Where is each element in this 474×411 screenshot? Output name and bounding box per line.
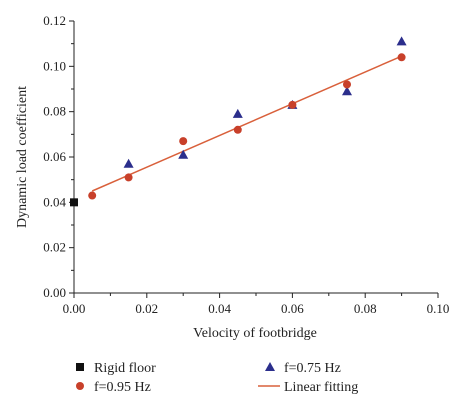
legend-swatch-triangle [265,362,275,371]
data-point-circle [233,125,242,134]
data-point-circle [88,191,97,200]
y-axis-label: Dynamic load coefficient [15,86,30,228]
data-point-circle [124,173,133,182]
x-tick-label: 0.02 [135,301,158,316]
x-tick-label: 0.04 [208,301,231,316]
y-tick-label: 0.08 [43,104,66,119]
x-tick-label: 0.08 [354,301,377,316]
legend-label: Linear fitting [284,380,358,395]
data-point-circle [397,53,406,62]
y-tick-label: 0.02 [43,240,66,255]
y-tick-label: 0.06 [43,149,66,164]
data-point-triangle [178,149,189,159]
x-tick-label: 0.06 [281,301,304,316]
legend-label: f=0.75 Hz [284,361,341,376]
legend-label: f=0.95 Hz [94,380,151,395]
marks [70,36,407,207]
data-point-triangle [342,86,352,96]
y-tick-label: 0.10 [43,58,66,73]
fit-line [91,55,402,192]
data-point-triangle [396,36,407,46]
data-point-triangle [123,158,134,168]
legend-swatch-square [76,363,84,371]
legend-label: Rigid floor [94,361,156,376]
axes [73,21,438,294]
y-tick-label: 0.12 [43,13,66,28]
data-point-circle [343,80,351,89]
data-point-triangle [232,108,243,118]
data-point-circle [288,100,297,109]
ticks: 0.00 0.02 0.04 0.06 0.08 0.10 0.00 0.02 0.04 0.06… [43,13,449,316]
legend-swatch-circle [76,382,84,390]
x-axis-label: Velocity of footbridge [193,326,317,341]
data-point-circle [179,137,188,146]
data-point-square [70,198,78,207]
y-tick-label: 0.04 [43,194,66,209]
x-tick-label: 0.00 [63,301,86,316]
legend: Rigid floor f=0.75 Hz f=0.95 Hz Linear fitt… [76,361,358,395]
x-tick-label: 0.10 [427,301,450,316]
y-tick-label: 0.00 [43,285,66,300]
